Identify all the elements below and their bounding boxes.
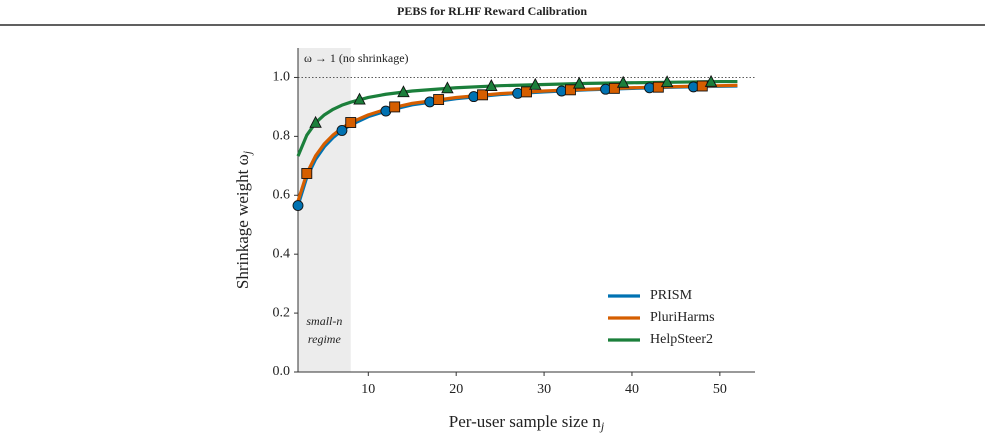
y-tick-label: 1.0 xyxy=(273,70,291,85)
x-axis-label-sub: j xyxy=(599,419,605,433)
marker xyxy=(397,85,410,98)
series-line xyxy=(296,79,738,157)
marker xyxy=(433,94,445,105)
y-tick-label: 0.4 xyxy=(273,246,291,261)
y-axis-label-text: Shrinkage weight ω xyxy=(233,154,252,289)
marker xyxy=(292,200,304,212)
x-tick-label: 20 xyxy=(449,382,463,397)
marker xyxy=(564,84,576,96)
y-axis-label: Shrinkage weight ωj xyxy=(233,150,254,289)
x-axis-label-text: Per-user sample size n xyxy=(449,412,602,431)
marker xyxy=(652,81,664,93)
marker xyxy=(477,89,489,101)
legend-label: HelpSteer2 xyxy=(650,332,713,347)
marker xyxy=(353,92,366,105)
marker xyxy=(572,76,586,89)
marker xyxy=(301,168,313,179)
marker xyxy=(389,101,401,113)
marker xyxy=(441,81,454,94)
marker xyxy=(704,74,718,87)
marker xyxy=(336,125,348,136)
marker xyxy=(529,77,542,90)
shaded-region xyxy=(298,48,351,372)
x-tick-label: 10 xyxy=(361,382,375,397)
marker xyxy=(608,82,620,94)
y-tick-label: 0.6 xyxy=(273,187,291,202)
marker xyxy=(345,117,357,128)
legend-label: PRISM xyxy=(650,288,693,303)
x-tick-label: 40 xyxy=(625,382,639,397)
marker xyxy=(485,79,498,91)
y-tick-label: 0.0 xyxy=(273,364,291,379)
x-tick-label: 50 xyxy=(713,382,727,397)
x-tick-label: 30 xyxy=(537,382,551,397)
marker xyxy=(616,75,630,88)
chart-title: PEBS for RLHF Reward Calibration xyxy=(397,4,587,18)
reference-label: ω → 1 (no shrinkage) xyxy=(304,51,409,65)
legend-label: PluriHarms xyxy=(650,310,715,325)
shade-label: small-n xyxy=(306,314,342,328)
shade-label: regime xyxy=(308,332,342,346)
marker xyxy=(309,115,322,128)
marker xyxy=(660,75,674,88)
y-tick-label: 0.2 xyxy=(273,305,291,320)
y-tick-label: 0.8 xyxy=(273,129,291,144)
marker xyxy=(521,86,532,98)
x-axis-label: Per-user sample size nj xyxy=(449,412,605,433)
y-axis-label-sub: j xyxy=(240,150,254,156)
